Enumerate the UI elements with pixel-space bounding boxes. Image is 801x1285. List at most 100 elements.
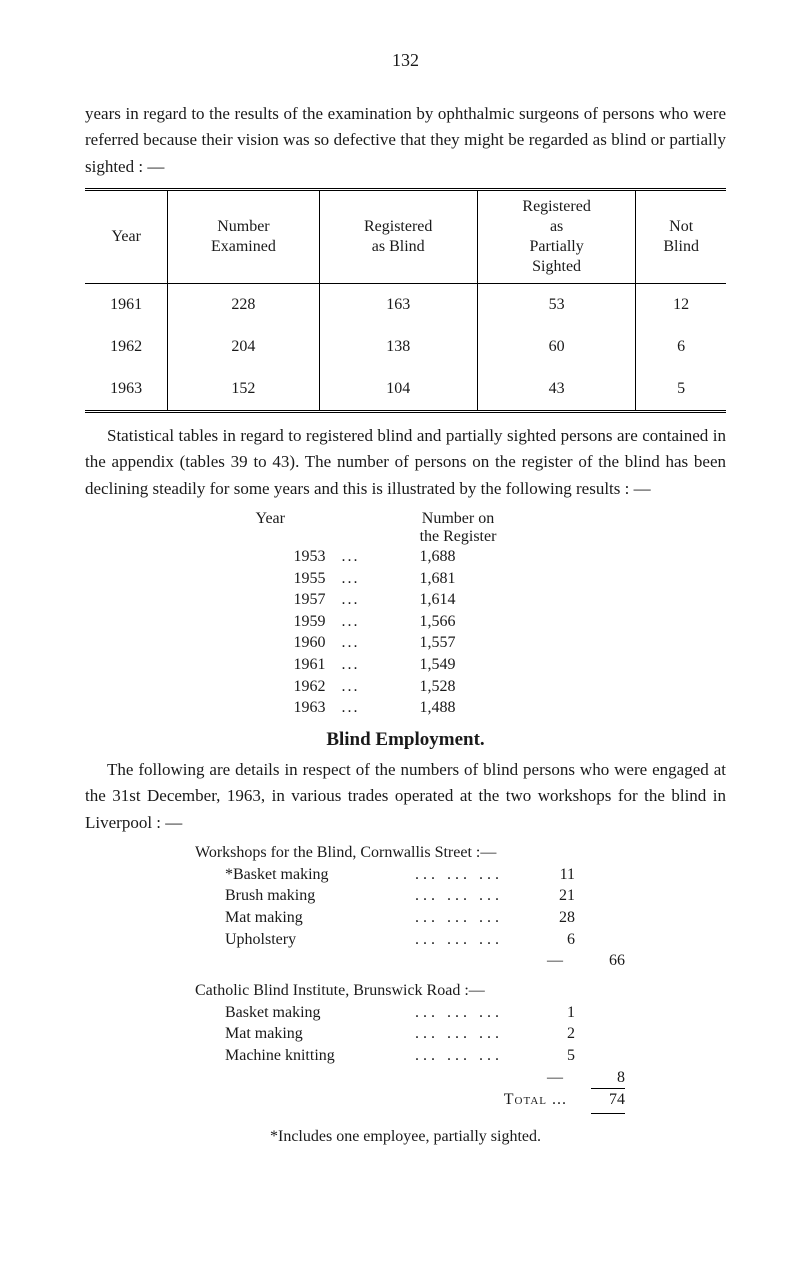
list-item: Mat making... ... ...2 (195, 1023, 625, 1045)
ws-label: Basket making (195, 1002, 415, 1024)
ws-value: 5 (535, 1045, 575, 1067)
cell-notblind: 12 (636, 284, 726, 327)
table-row: 1962 204 138 60 6 (85, 326, 726, 368)
dots-icon: ... (326, 632, 376, 654)
ws-value: 11 (535, 864, 575, 886)
subtotal-value: 66 (575, 950, 625, 972)
register-head-year: Year (256, 510, 336, 546)
th-reg-partial: Registered as Partially Sighted (477, 191, 635, 284)
dots-icon: ... (326, 589, 376, 611)
register-row: 1957...1,614 (256, 589, 556, 611)
reg-year: 1959 (256, 611, 326, 633)
reg-num: 1,681 (376, 568, 456, 590)
examination-table: Year Number Examined Registered as Blind… (85, 191, 726, 410)
workshop-title: Catholic Blind Institute, Brunswick Road… (195, 982, 726, 1000)
register-head-num: Number on the Register (336, 510, 556, 546)
register-row: 1963...1,488 (256, 697, 556, 719)
ws-label: Upholstery (195, 929, 415, 951)
subtotal-value: 8 (575, 1067, 625, 1089)
list-item: Mat making... ... ...28 (195, 907, 625, 929)
reg-num: 1,528 (376, 676, 456, 698)
total-row: Total ...74 (195, 1089, 625, 1111)
workshop-cornwallis: Workshops for the Blind, Cornwallis Stre… (195, 844, 726, 972)
cell-examined: 228 (168, 284, 319, 327)
register-row: 1953...1,688 (256, 546, 556, 568)
workshop-brunswick: Catholic Blind Institute, Brunswick Road… (195, 982, 726, 1114)
reg-num: 1,488 (376, 697, 456, 719)
cell-year: 1963 (85, 368, 168, 410)
paragraph-2: Statistical tables in regard to register… (85, 423, 726, 502)
reg-num: 1,688 (376, 546, 456, 568)
table-row: 1961 228 163 53 12 (85, 284, 726, 327)
dots-icon: ... ... ... (415, 907, 535, 929)
register-row: 1959...1,566 (256, 611, 556, 633)
dots-icon: ... (326, 611, 376, 633)
page-number: 132 (85, 50, 726, 71)
subtotal-row: —8 (195, 1067, 625, 1089)
cell-notblind: 6 (636, 326, 726, 368)
reg-num: 1,614 (376, 589, 456, 611)
cell-year: 1961 (85, 284, 168, 327)
workshop-title: Workshops for the Blind, Cornwallis Stre… (195, 844, 726, 862)
list-item: Brush making... ... ...21 (195, 885, 625, 907)
ws-label: Machine knitting (195, 1045, 415, 1067)
th-reg-blind: Registered as Blind (319, 191, 477, 284)
register-row: 1955...1,681 (256, 568, 556, 590)
register-list: Year Number on the Register 1953...1,688… (256, 510, 556, 719)
reg-year: 1962 (256, 676, 326, 698)
cell-regpartial: 53 (477, 284, 635, 327)
th-year: Year (85, 191, 168, 284)
table-bottom-rule (85, 410, 726, 413)
register-row: 1960...1,557 (256, 632, 556, 654)
reg-year: 1953 (256, 546, 326, 568)
list-item: Upholstery... ... ...6 (195, 929, 625, 951)
reg-num: 1,566 (376, 611, 456, 633)
dots-icon: ... (326, 697, 376, 719)
total-label: Total ... (491, 1089, 575, 1111)
cell-examined: 152 (168, 368, 319, 410)
reg-year: 1957 (256, 589, 326, 611)
th-num-examined: Number Examined (168, 191, 319, 284)
total-value: 74 (575, 1089, 625, 1111)
reg-year: 1955 (256, 568, 326, 590)
cell-year: 1962 (85, 326, 168, 368)
ws-value: 28 (535, 907, 575, 929)
footnote: *Includes one employee, partially sighte… (85, 1128, 726, 1146)
table-row: 1963 152 104 43 5 (85, 368, 726, 410)
ws-value: 21 (535, 885, 575, 907)
cell-regpartial: 43 (477, 368, 635, 410)
dots-icon: ... ... ... (415, 885, 535, 907)
reg-year: 1960 (256, 632, 326, 654)
dots-icon: ... ... ... (415, 1045, 535, 1067)
paragraph-3: The following are details in respect of … (85, 757, 726, 836)
reg-num: 1,549 (376, 654, 456, 676)
reg-year: 1963 (256, 697, 326, 719)
register-row: 1962...1,528 (256, 676, 556, 698)
ws-label: *Basket making (195, 864, 415, 886)
dots-icon: ... (326, 546, 376, 568)
dots-icon: ... ... ... (415, 1023, 535, 1045)
cell-regpartial: 60 (477, 326, 635, 368)
ws-value: 2 (535, 1023, 575, 1045)
dots-icon: ... ... ... (415, 929, 535, 951)
cell-examined: 204 (168, 326, 319, 368)
rule-icon (591, 1113, 625, 1114)
cell-regblind: 104 (319, 368, 477, 410)
cell-notblind: 5 (636, 368, 726, 410)
ws-label: Mat making (195, 907, 415, 929)
subtotal-row: —66 (195, 950, 625, 972)
dots-icon: ... ... ... (415, 864, 535, 886)
reg-year: 1961 (256, 654, 326, 676)
th-not-blind: Not Blind (636, 191, 726, 284)
section-heading-blind-employment: Blind Employment. (85, 729, 726, 751)
ws-value: 6 (535, 929, 575, 951)
ws-label: Brush making (195, 885, 415, 907)
cell-regblind: 138 (319, 326, 477, 368)
dots-icon: ... ... ... (415, 1002, 535, 1024)
list-item: Machine knitting... ... ...5 (195, 1045, 625, 1067)
rule-row (195, 1111, 625, 1114)
dots-icon: ... (326, 676, 376, 698)
dots-icon: ... (326, 568, 376, 590)
ws-label: Mat making (195, 1023, 415, 1045)
cell-regblind: 163 (319, 284, 477, 327)
